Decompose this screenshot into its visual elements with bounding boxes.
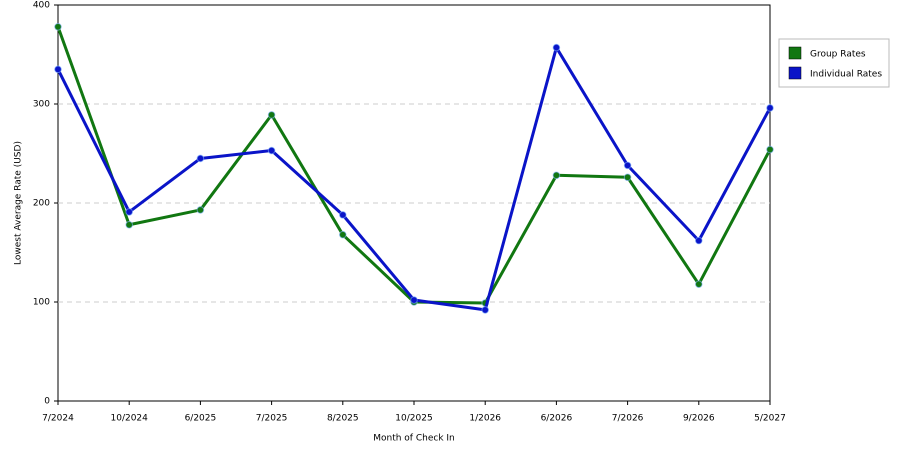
data-point xyxy=(623,161,632,170)
x-tick-label: 7/2025 xyxy=(256,414,288,424)
data-point xyxy=(196,154,205,163)
data-point xyxy=(481,306,490,314)
legend-swatch xyxy=(788,66,802,80)
x-tick-label: 7/2026 xyxy=(612,414,644,424)
data-point xyxy=(267,111,276,119)
x-tick-label: 10/2025 xyxy=(395,414,432,424)
legend-label: Group Rates xyxy=(810,50,866,60)
data-point xyxy=(54,65,62,74)
data-point xyxy=(196,206,205,214)
data-point xyxy=(339,230,347,239)
y-tick-label: 200 xyxy=(33,199,50,209)
legend-swatch xyxy=(788,46,802,60)
x-axis-label: Month of Check In xyxy=(373,434,455,444)
data-point xyxy=(125,220,133,229)
y-tick-label: 400 xyxy=(33,1,50,11)
data-point xyxy=(339,211,347,219)
data-point xyxy=(766,145,774,154)
x-tick-label: 6/2025 xyxy=(185,414,217,424)
x-tick-label: 9/2026 xyxy=(683,414,715,424)
x-tick-label: 7/2024 xyxy=(42,414,74,424)
y-axis-label: Lowest Average Rate (USD) xyxy=(14,141,24,265)
data-point xyxy=(695,236,703,245)
legend-label: Individual Rates xyxy=(810,70,882,80)
x-tick-label: 8/2025 xyxy=(327,414,359,424)
data-point xyxy=(552,171,561,180)
data-point xyxy=(125,208,133,216)
data-point xyxy=(695,280,703,288)
y-tick-label: 100 xyxy=(33,298,50,308)
data-point xyxy=(623,173,632,182)
y-tick-label: 300 xyxy=(33,100,50,110)
x-tick-label: 1/2026 xyxy=(469,414,501,424)
data-point xyxy=(552,43,561,52)
x-tick-label: 5/2027 xyxy=(754,414,786,424)
legend-box xyxy=(778,38,890,88)
data-point xyxy=(766,104,774,112)
data-point xyxy=(410,296,418,304)
x-tick-label: 10/2024 xyxy=(111,414,149,424)
y-tick-label: 0 xyxy=(44,397,50,407)
data-point xyxy=(54,22,62,31)
data-point xyxy=(267,146,276,155)
x-tick-label: 6/2026 xyxy=(541,414,573,424)
